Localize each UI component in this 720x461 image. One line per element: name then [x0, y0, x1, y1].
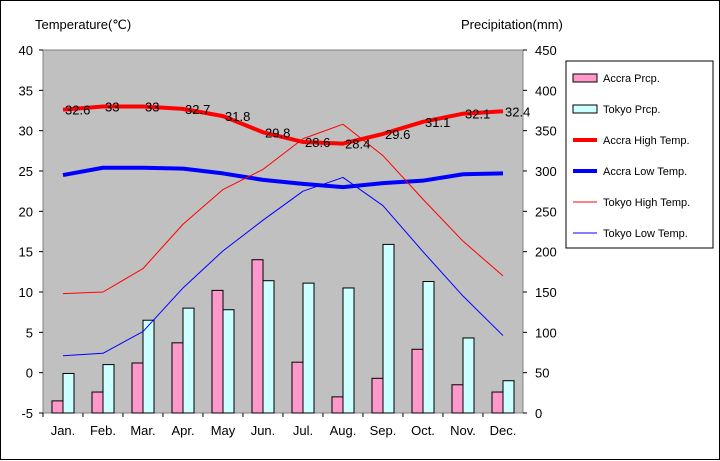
- plot-area: [42, 49, 524, 414]
- tokyo-low-line: [62, 176, 504, 357]
- data-label-accra-high: 28.6: [305, 135, 330, 150]
- y-tick-label: 25: [19, 164, 33, 179]
- data-label-accra-high: 28.4: [345, 137, 370, 152]
- y-tick-label: 40: [19, 43, 33, 58]
- accra-low-line: [62, 165, 504, 190]
- legend-accra-high: Accra High Temp.: [573, 135, 690, 147]
- bar-accra-prcp: [451, 384, 464, 414]
- legend-accra-low-label: Accra Low Temp.: [603, 166, 687, 178]
- y-tick-label: 0: [26, 366, 33, 381]
- bar-tokyo-prcp: [222, 309, 235, 414]
- y-tick-label: 10: [19, 285, 33, 300]
- bar-accra-prcp: [211, 289, 224, 414]
- bar-tokyo-prcp: [502, 380, 515, 414]
- bar-accra-prcp: [51, 400, 64, 414]
- bar-accra-prcp: [251, 259, 264, 414]
- ticks-group: -505101520253035400501001502002503003504…: [19, 43, 557, 438]
- bar-tokyo-prcp: [422, 281, 435, 414]
- data-label-accra-high: 29.8: [265, 125, 290, 140]
- bar-tokyo-prcp: [182, 307, 195, 414]
- tokyo-high-line: [62, 123, 504, 295]
- y2-tick-label: 100: [535, 325, 557, 340]
- legend-tokyo-prcp-swatch: [572, 104, 598, 114]
- legend-accra-prcp: Accra Prcp.: [572, 73, 660, 85]
- bar-accra-prcp: [411, 348, 424, 414]
- bar-accra-prcp: [91, 391, 104, 414]
- bar-tokyo-prcp: [102, 364, 115, 414]
- bar-tokyo-prcp: [142, 319, 155, 414]
- x-tick-label: Sep.: [370, 423, 397, 438]
- y-tick-label: 30: [19, 124, 33, 139]
- y-tick-label: -5: [21, 406, 33, 421]
- legend-accra-prcp-label: Accra Prcp.: [603, 73, 660, 85]
- x-tick-label: Jun.: [251, 423, 276, 438]
- legend-tokyo-prcp-label: Tokyo Prcp.: [603, 104, 660, 116]
- legend-tokyo-low-label: Tokyo Low Temp.: [603, 228, 688, 240]
- y-axis-title: Temperature(℃): [35, 17, 131, 32]
- bar-accra-prcp: [171, 342, 184, 414]
- data-label-accra-high: 32.6: [65, 103, 90, 118]
- data-label-accra-high: 33: [105, 99, 119, 114]
- x-tick-label: Feb.: [90, 423, 116, 438]
- y-tick-label: 20: [19, 204, 33, 219]
- y2-tick-label: 200: [535, 245, 557, 260]
- lines-group: [62, 104, 504, 357]
- y2-tick-label: 400: [535, 83, 557, 98]
- data-labels-group: 32.6 33 33 32.7 31.8 29.8 28.6 28.4 29.6 31.1 32.1…: [65, 99, 530, 151]
- y2-tick-label: 250: [535, 204, 557, 219]
- bar-accra-prcp: [491, 391, 504, 414]
- data-label-accra-high: 33: [145, 99, 159, 114]
- x-tick-label: Apr.: [171, 423, 194, 438]
- bar-tokyo-prcp: [462, 337, 475, 414]
- y2-axis-title: Precipitation(mm): [461, 17, 563, 32]
- bar-accra-prcp: [331, 396, 344, 414]
- y2-tick-label: 450: [535, 43, 557, 58]
- bars-group: [51, 243, 515, 414]
- x-tick-label: May: [211, 423, 236, 438]
- legend: Accra Prcp. Tokyo Prcp. Accra High Temp. Ac…: [565, 60, 714, 249]
- data-label-accra-high: 32.4: [505, 104, 530, 119]
- x-tick-label: Dec.: [490, 423, 517, 438]
- y-tick-label: 35: [19, 83, 33, 98]
- y2-tick-label: 0: [535, 406, 542, 421]
- bar-tokyo-prcp: [342, 287, 355, 414]
- y-tick-label: 15: [19, 245, 33, 260]
- data-label-accra-high: 29.6: [385, 127, 410, 142]
- bar-accra-prcp: [291, 361, 304, 414]
- legend-box: [565, 60, 714, 249]
- data-label-accra-high: 31.1: [425, 115, 450, 130]
- bar-accra-prcp: [131, 362, 144, 414]
- y2-tick-label: 50: [535, 366, 549, 381]
- y2-tick-label: 350: [535, 124, 557, 139]
- bar-tokyo-prcp: [382, 243, 395, 414]
- y2-tick-label: 300: [535, 164, 557, 179]
- legend-tokyo-high: Tokyo High Temp.: [573, 197, 690, 209]
- legend-accra-high-label: Accra High Temp.: [603, 135, 690, 147]
- legend-accra-low: Accra Low Temp.: [573, 166, 687, 178]
- legend-tokyo-prcp: Tokyo Prcp.: [572, 104, 660, 116]
- legend-tokyo-low: Tokyo Low Temp.: [573, 228, 688, 240]
- x-tick-label: Oct.: [411, 423, 435, 438]
- bar-tokyo-prcp: [302, 282, 315, 414]
- x-tick-label: Jul.: [293, 423, 313, 438]
- bar-tokyo-prcp: [62, 372, 75, 414]
- y2-tick-label: 150: [535, 285, 557, 300]
- x-tick-label: Nov.: [450, 423, 476, 438]
- data-label-accra-high: 32.7: [185, 102, 210, 117]
- legend-accra-prcp-swatch: [572, 73, 598, 83]
- accra-high-line: [62, 104, 504, 146]
- x-tick-label: Aug.: [330, 423, 357, 438]
- data-label-accra-high: 32.1: [465, 107, 490, 122]
- x-tick-label: Mar.: [130, 423, 155, 438]
- data-label-accra-high: 31.8: [225, 109, 250, 124]
- x-tick-label: Jan.: [51, 423, 76, 438]
- bar-tokyo-prcp: [262, 280, 275, 414]
- y-tick-label: 5: [26, 325, 33, 340]
- bar-accra-prcp: [371, 377, 384, 414]
- legend-tokyo-high-label: Tokyo High Temp.: [603, 197, 690, 209]
